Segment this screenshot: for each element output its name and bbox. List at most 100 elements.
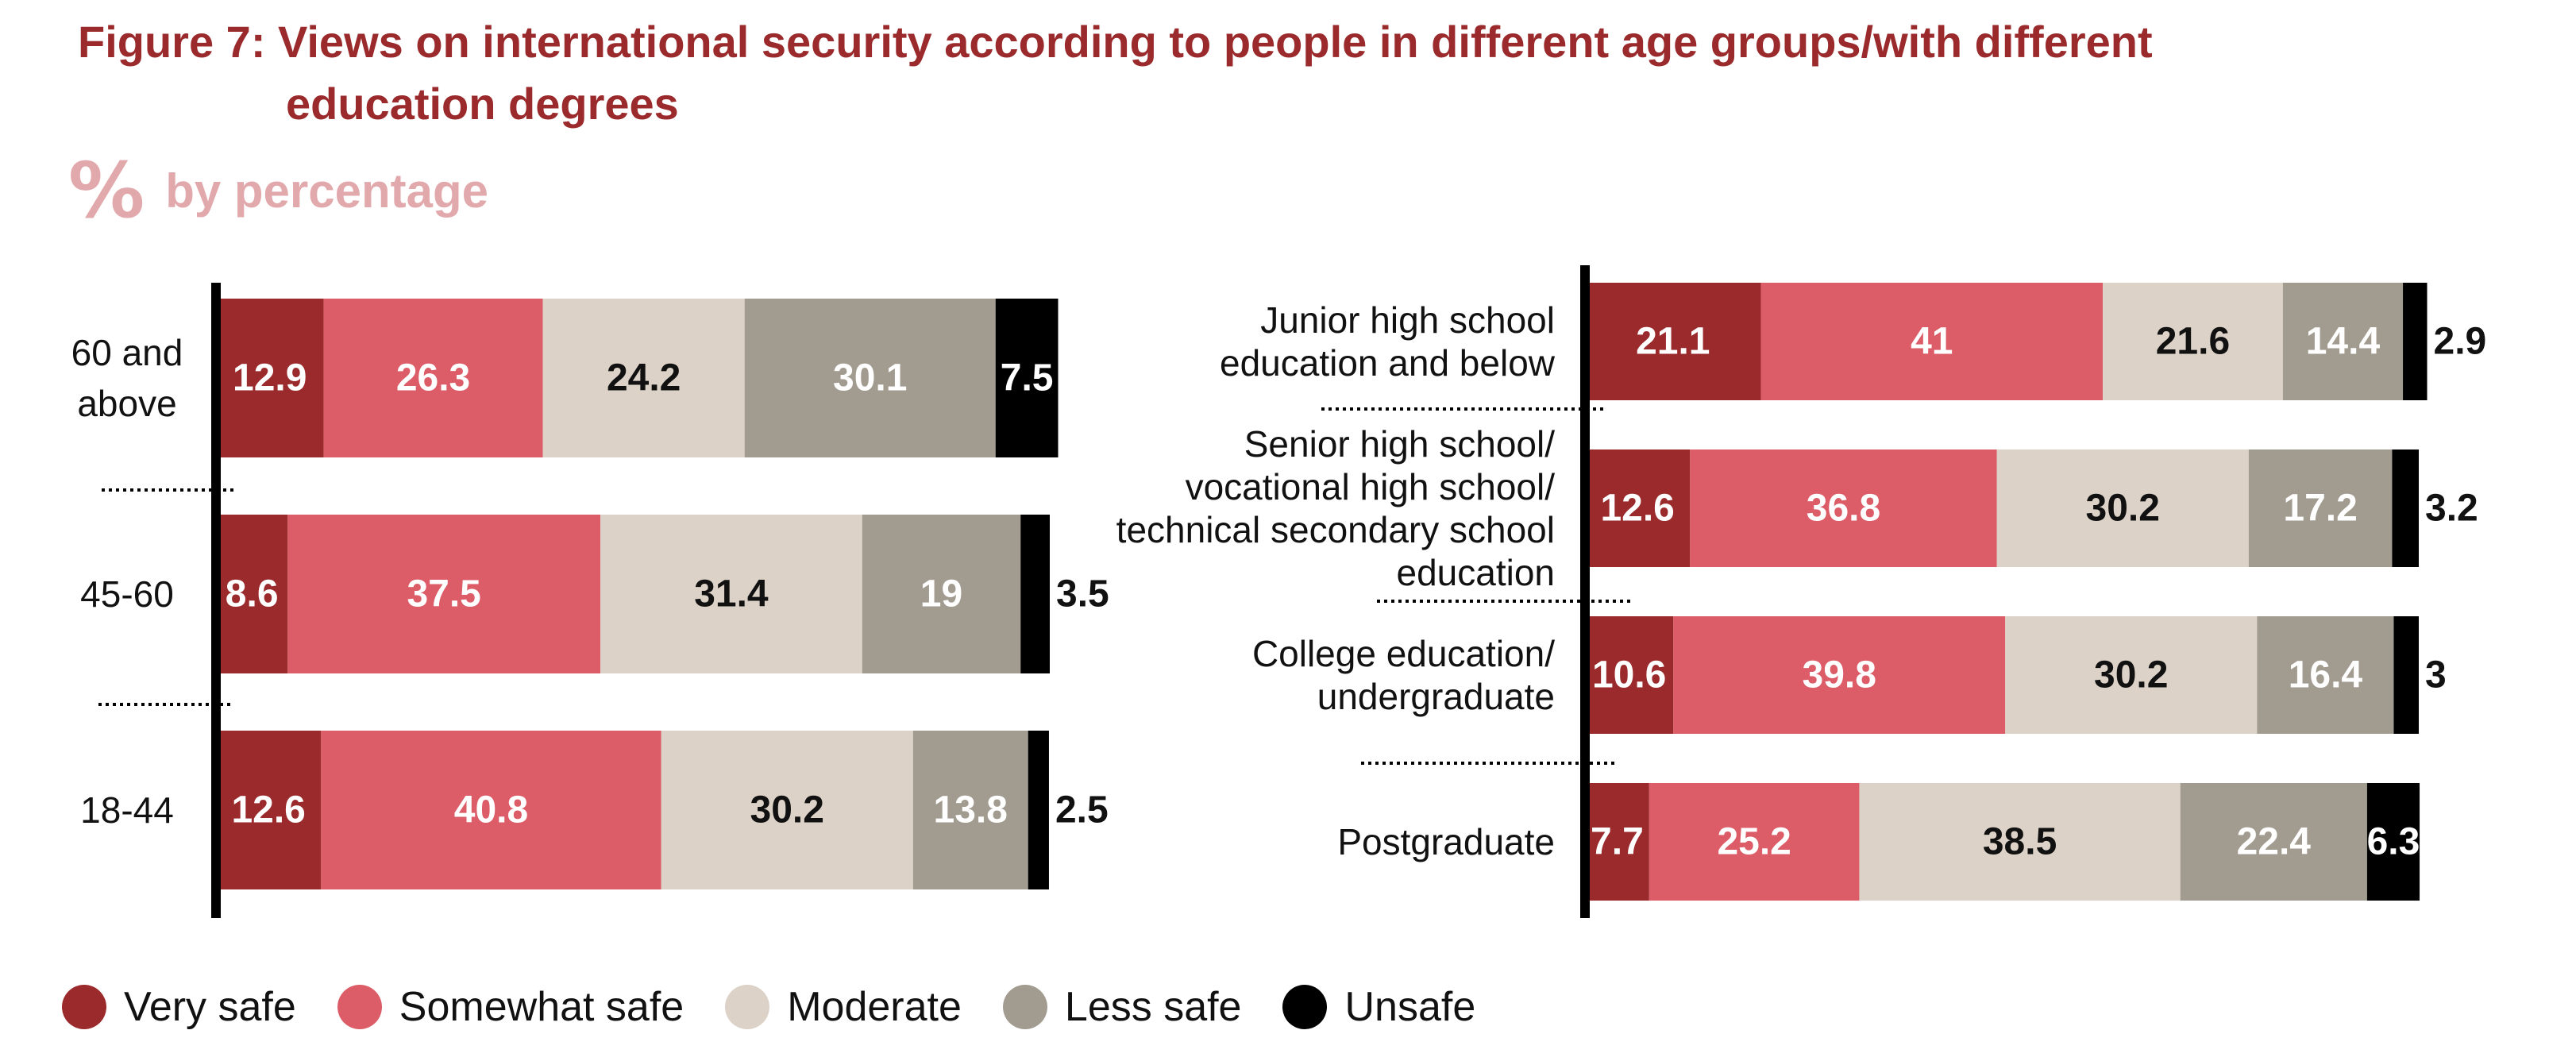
bar-segment-somewhat-safe: [1673, 616, 2006, 734]
data-label: 12.6: [1600, 488, 1674, 530]
bar-segment-somewhat-safe: [287, 515, 601, 673]
bar-segment-less-safe: [912, 731, 1028, 889]
data-label: 39.8: [1803, 654, 1876, 696]
bar-segment-moderate: [600, 515, 862, 673]
bar-segment-somewhat-safe: [323, 299, 543, 457]
bar-segment-unsafe: [2366, 783, 2420, 901]
category-label: vocational high school/: [1186, 466, 1556, 507]
data-label: 30.1: [833, 357, 907, 399]
data-label: 36.8: [1807, 488, 1880, 530]
category-label: Senior high school/: [1244, 423, 1555, 465]
data-label: 3.2: [2425, 488, 2478, 530]
legend-label: Less safe: [1064, 984, 1242, 1030]
category-label: education and below: [1220, 342, 1556, 384]
bar-segment-less-safe: [2282, 283, 2404, 400]
legend-label: Very safe: [124, 984, 296, 1030]
data-label: 12.9: [233, 357, 307, 399]
bar-segment-unsafe: [1028, 731, 1049, 889]
bar-segment-unsafe: [2392, 449, 2419, 567]
data-label: 3: [2425, 654, 2447, 696]
category-label: Junior high school: [1260, 299, 1555, 341]
legend-swatch: [1002, 985, 1047, 1029]
percent-icon: %: [68, 146, 145, 235]
bar-segment-unsafe: [2393, 616, 2419, 734]
data-label: 21.6: [2156, 321, 2230, 363]
bar-segment-moderate: [542, 299, 745, 457]
data-label: 8.6: [226, 573, 279, 615]
data-label: 10.6: [1592, 654, 1666, 696]
data-label: 3.5: [1056, 573, 1109, 615]
bar-segment-unsafe: [1020, 515, 1050, 673]
chart-title-line-2: education degrees: [286, 79, 679, 129]
legend-swatch: [1282, 985, 1328, 1029]
data-label: 26.3: [396, 357, 470, 399]
bar-segment-less-safe: [744, 299, 996, 457]
bar-segment-less-safe: [2248, 449, 2393, 567]
data-label: 13.8: [934, 789, 1008, 831]
category-label: technical secondary school: [1116, 509, 1555, 550]
data-label: 12.6: [231, 789, 305, 831]
subtitle-text: by percentage: [165, 164, 489, 218]
category-label: 18-44: [80, 789, 174, 831]
legend-label: Somewhat safe: [399, 984, 684, 1030]
bar-segment-moderate: [2103, 283, 2283, 400]
data-label: 2.5: [1055, 789, 1109, 831]
data-label: 41: [1911, 321, 1953, 363]
category-label: Postgraduate: [1337, 821, 1555, 862]
data-label: 37.5: [407, 573, 480, 615]
data-label: 31.4: [694, 573, 769, 615]
category-label: 45-60: [80, 573, 174, 615]
bar-segment-very-safe: [216, 515, 288, 673]
category-label: above: [77, 383, 176, 424]
bar-segment-somewhat-safe: [1690, 449, 1997, 567]
data-label: 16.4: [2289, 654, 2363, 696]
data-label: 17.2: [2283, 488, 2357, 530]
unit-subtitle: % by percentage: [68, 152, 488, 229]
bar-segment-somewhat-safe: [321, 731, 661, 889]
category-label: education: [1397, 552, 1556, 593]
bar-segment-somewhat-safe: [1760, 283, 2104, 400]
bar-segment-less-safe: [862, 515, 1021, 673]
data-label: 14.4: [2306, 321, 2381, 363]
data-label: 30.2: [2094, 654, 2168, 696]
legend-swatch: [725, 985, 770, 1029]
legend-item-moderate: Moderate: [725, 983, 962, 1031]
chart-title: Figure 7: Views on international securit…: [78, 11, 2524, 135]
legend: Very safe Somewhat safe Moderate Less sa…: [62, 983, 1517, 1031]
category-label: 60 and: [71, 332, 183, 373]
data-label: 19: [920, 573, 962, 615]
data-label: 6.3: [2367, 821, 2420, 863]
bar-segment-unsafe: [995, 299, 1059, 457]
data-label: 22.4: [2237, 821, 2312, 863]
data-label: 38.5: [1983, 821, 2057, 863]
legend-swatch: [337, 985, 382, 1029]
legend-label: Moderate: [787, 984, 962, 1030]
bar-segment-moderate: [2005, 616, 2258, 734]
data-label: 30.2: [750, 789, 824, 831]
bar-segment-moderate: [1859, 783, 2181, 901]
category-label: undergraduate: [1317, 676, 1555, 717]
legend-item-somewhat-safe: Somewhat safe: [337, 983, 684, 1031]
bar-segment-very-safe: [1585, 783, 1649, 901]
category-label: College education/: [1252, 633, 1555, 674]
chart-title-line-1: Figure 7: Views on international securit…: [78, 17, 2153, 67]
bar-segment-very-safe: [216, 299, 324, 457]
legend-item-very-safe: Very safe: [62, 983, 296, 1031]
data-label: 25.2: [1717, 821, 1791, 863]
data-label: 2.9: [2434, 321, 2487, 363]
legend-item-unsafe: Unsafe: [1282, 983, 1475, 1031]
bar-segment-less-safe: [2257, 616, 2394, 734]
data-label: 7.5: [1001, 357, 1054, 399]
data-label: 21.1: [1636, 321, 1710, 363]
data-label: 24.2: [607, 357, 681, 399]
data-label: 30.2: [2086, 488, 2160, 530]
bar-segment-moderate: [1996, 449, 2249, 567]
data-label: 40.8: [454, 789, 528, 831]
legend-swatch: [62, 985, 106, 1029]
bar-segment-unsafe: [2403, 283, 2428, 400]
bar-segment-very-safe: [1585, 283, 1761, 400]
data-label: 7.7: [1591, 821, 1644, 863]
bar-segment-very-safe: [1585, 449, 1691, 567]
legend-label: Unsafe: [1344, 984, 1476, 1030]
